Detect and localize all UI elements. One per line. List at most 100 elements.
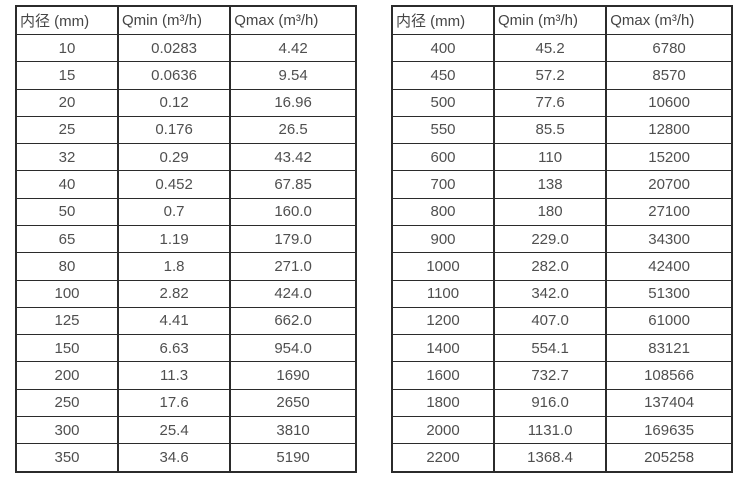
table-cell: 20: [15, 88, 119, 117]
header-row: 内径 (mm) Qmin (m³/h) Qmax (m³/h): [15, 5, 357, 35]
table-cell: 150: [15, 334, 119, 363]
table-cell: 205258: [605, 443, 733, 473]
table-cell: 1800: [391, 388, 495, 417]
table-cell: 45.2: [492, 33, 608, 63]
table-cell: 400: [391, 33, 495, 63]
table-cell: 2.82: [116, 279, 232, 308]
table-row: 550 85.5 12800: [391, 115, 733, 145]
table-row: 300 25.4 3810: [15, 415, 357, 445]
table-row: 400 45.2 6780: [391, 33, 733, 63]
table-cell: 61000: [605, 306, 733, 336]
table-cell: 250: [15, 388, 119, 417]
table-cell: 10: [15, 33, 119, 63]
table-cell: 3810: [229, 415, 357, 445]
table-cell: 0.12: [116, 88, 232, 117]
table-row: 1400 554.1 83121: [391, 334, 733, 363]
table-cell: 2650: [229, 388, 357, 417]
table-cell: 1.19: [116, 224, 232, 254]
table-cell: 1690: [229, 361, 357, 390]
table-cell: 732.7: [492, 361, 608, 390]
table-row: 1200 407.0 61000: [391, 306, 733, 336]
table-cell: 0.29: [116, 143, 232, 172]
table-cell: 954.0: [229, 334, 357, 363]
table-row: 450 57.2 8570: [391, 61, 733, 90]
table-cell: 15200: [605, 143, 733, 172]
table-cell: 110: [492, 143, 608, 172]
table-cell: 5190: [229, 443, 357, 473]
table-cell: 0.7: [116, 197, 232, 226]
table-cell: 229.0: [492, 224, 608, 254]
column-header-qmax: Qmax (m³/h): [229, 5, 357, 35]
header-row: 内径 (mm) Qmin (m³/h) Qmax (m³/h): [391, 5, 733, 35]
table-cell: 700: [391, 170, 495, 199]
table-cell: 34300: [605, 224, 733, 254]
table-row: 600 110 15200: [391, 143, 733, 172]
table-row: 10 0.0283 4.42: [15, 33, 357, 63]
table-row: 100 2.82 424.0: [15, 279, 357, 308]
table-cell: 2200: [391, 443, 495, 473]
table-cell: 6.63: [116, 334, 232, 363]
table-cell: 25: [15, 115, 119, 145]
table-cell: 554.1: [492, 334, 608, 363]
table-cell: 65: [15, 224, 119, 254]
table-row: 900 229.0 34300: [391, 224, 733, 254]
table-cell: 16.96: [229, 88, 357, 117]
table-cell: 169635: [605, 415, 733, 445]
table-cell: 11.3: [116, 361, 232, 390]
table-cell: 0.0283: [116, 33, 232, 63]
table-cell: 137404: [605, 388, 733, 417]
table-row: 20 0.12 16.96: [15, 88, 357, 117]
table-row: 40 0.452 67.85: [15, 170, 357, 199]
table-row: 800 180 27100: [391, 197, 733, 226]
column-header-qmin: Qmin (m³/h): [116, 5, 232, 35]
table-row: 700 138 20700: [391, 170, 733, 199]
table-cell: 42400: [605, 252, 733, 281]
flow-spec-table-large-diameters: 内径 (mm) Qmin (m³/h) Qmax (m³/h) 400 45.2 6…: [391, 5, 733, 473]
column-header-inner-diameter: 内径 (mm): [15, 5, 119, 35]
table-cell: 1368.4: [492, 443, 608, 473]
table-cell: 50: [15, 197, 119, 226]
table-cell: 100: [15, 279, 119, 308]
table-cell: 4.41: [116, 306, 232, 336]
table-body: 10 0.0283 4.42 15 0.0636 9.54 20 0.12 16.96 25 0.1…: [15, 33, 357, 473]
table-row: 200 11.3 1690: [15, 361, 357, 390]
table-cell: 342.0: [492, 279, 608, 308]
table-cell: 179.0: [229, 224, 357, 254]
table-cell: 0.0636: [116, 61, 232, 90]
table-cell: 662.0: [229, 306, 357, 336]
table-cell: 17.6: [116, 388, 232, 417]
column-header-qmin: Qmin (m³/h): [492, 5, 608, 35]
table-cell: 108566: [605, 361, 733, 390]
table-row: 500 77.6 10600: [391, 88, 733, 117]
table-cell: 26.5: [229, 115, 357, 145]
table-cell: 300: [15, 415, 119, 445]
table-cell: 138: [492, 170, 608, 199]
table-cell: 1131.0: [492, 415, 608, 445]
table-row: 25 0.176 26.5: [15, 115, 357, 145]
table-cell: 800: [391, 197, 495, 226]
flow-spec-table-small-diameters: 内径 (mm) Qmin (m³/h) Qmax (m³/h) 10 0.0283…: [15, 5, 357, 473]
table-row: 150 6.63 954.0: [15, 334, 357, 363]
table-row: 50 0.7 160.0: [15, 197, 357, 226]
table-row: 15 0.0636 9.54: [15, 61, 357, 90]
table-cell: 200: [15, 361, 119, 390]
table-cell: 4.42: [229, 33, 357, 63]
table-cell: 43.42: [229, 143, 357, 172]
table-cell: 1600: [391, 361, 495, 390]
table-cell: 600: [391, 143, 495, 172]
table-row: 250 17.6 2650: [15, 388, 357, 417]
table-row: 32 0.29 43.42: [15, 143, 357, 172]
table-cell: 40: [15, 170, 119, 199]
table-cell: 424.0: [229, 279, 357, 308]
table-cell: 6780: [605, 33, 733, 63]
table-cell: 0.452: [116, 170, 232, 199]
table-cell: 9.54: [229, 61, 357, 90]
table-cell: 407.0: [492, 306, 608, 336]
table-cell: 1100: [391, 279, 495, 308]
table-cell: 125: [15, 306, 119, 336]
table-cell: 900: [391, 224, 495, 254]
table-cell: 160.0: [229, 197, 357, 226]
table-cell: 0.176: [116, 115, 232, 145]
table-cell: 550: [391, 115, 495, 145]
table-cell: 1400: [391, 334, 495, 363]
